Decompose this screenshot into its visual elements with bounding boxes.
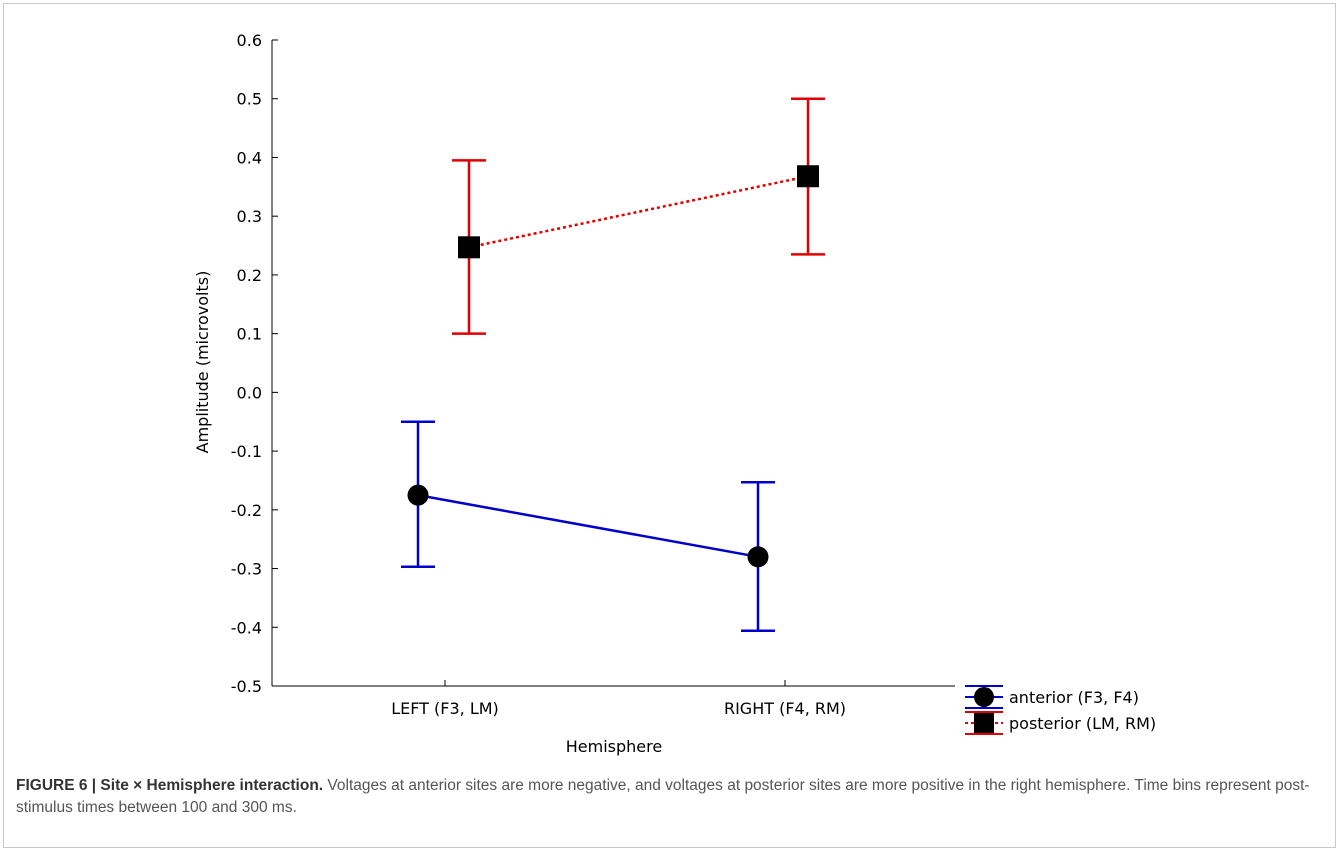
legend-label: posterior (LM, RM) [1009,714,1156,733]
x-axis-label: Hemisphere [566,737,662,756]
y-axis: 0.6 0.5 0.4 0.3 0.2 0.1 0.0 -0.1 -0.2 -0.3 -0.4 -0.… [231,31,278,696]
y-tick-label: -0.2 [231,501,262,520]
y-tick-label: 0.5 [237,90,262,109]
y-tick-label: -0.3 [231,560,262,579]
data-point [747,546,769,568]
x-tick-label: RIGHT (F4, RM) [724,699,846,718]
series-anterior [401,420,775,633]
data-point [407,484,429,506]
legend-marker [974,713,994,733]
series-line [468,175,809,249]
y-ticks: 0.6 0.5 0.4 0.3 0.2 0.1 0.0 -0.1 -0.2 -0.3 -0.4 -0.… [231,31,278,696]
y-axis-label: Amplitude (microvolts) [193,271,212,454]
series-posterior [452,97,825,335]
y-tick-label: 0.2 [237,266,262,285]
legend-marker [974,687,994,707]
data-point [797,165,819,188]
series-line [417,493,759,559]
legend: anterior (F3, F4) posterior (LM, RM) [965,685,1156,735]
y-tick-label: 0.6 [237,31,262,50]
legend-item: posterior (LM, RM) [965,711,1156,735]
y-tick-label: -0.1 [231,442,262,461]
y-tick-label: 0.1 [237,325,262,344]
y-tick-label: 0.3 [237,207,262,226]
y-tick-label: -0.5 [231,677,262,696]
legend-label: anterior (F3, F4) [1009,688,1139,707]
caption-lead: FIGURE 6 | Site × Hemisphere interaction… [16,777,324,794]
x-tick-label: LEFT (F3, LM) [391,699,499,718]
chart: 0.6 0.5 0.4 0.3 0.2 0.1 0.0 -0.1 -0.2 -0.3 -0.4 -0.… [193,31,1156,756]
y-tick-label: -0.4 [231,618,262,637]
data-point [458,236,480,259]
series-layer [401,97,825,633]
figure-frame [3,3,1336,848]
x-ticks: LEFT (F3, LM) RIGHT (F4, RM) [391,680,846,718]
figure-caption: FIGURE 6 | Site × Hemisphere interaction… [16,775,1326,819]
caption-text: Voltages at anterior sites are more nega… [16,777,1310,816]
y-tick-label: 0.0 [237,383,262,402]
x-axis: LEFT (F3, LM) RIGHT (F4, RM) [272,680,955,718]
legend-item: anterior (F3, F4) [965,685,1139,709]
y-tick-label: 0.4 [237,148,262,167]
